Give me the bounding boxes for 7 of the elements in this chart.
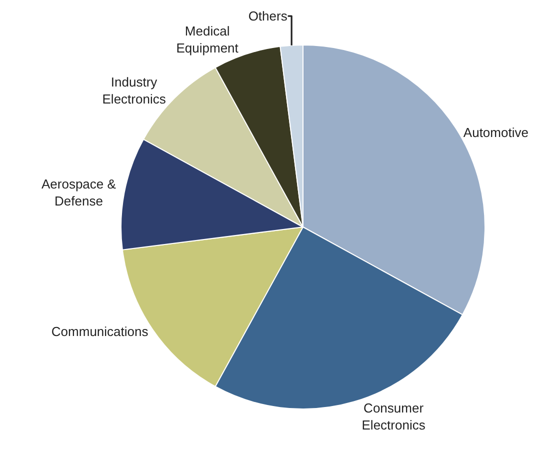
slice-label: Aerospace & Defense	[41, 176, 116, 208]
slice-label: Communications	[51, 324, 149, 340]
slice-label: Consumer Electronics	[362, 400, 426, 432]
slice-label: Automotive	[463, 124, 528, 140]
slice-label: Others	[248, 8, 288, 24]
slice-label: Medical Equipment	[176, 24, 239, 56]
slice-label: Industry Electronics	[102, 74, 166, 106]
